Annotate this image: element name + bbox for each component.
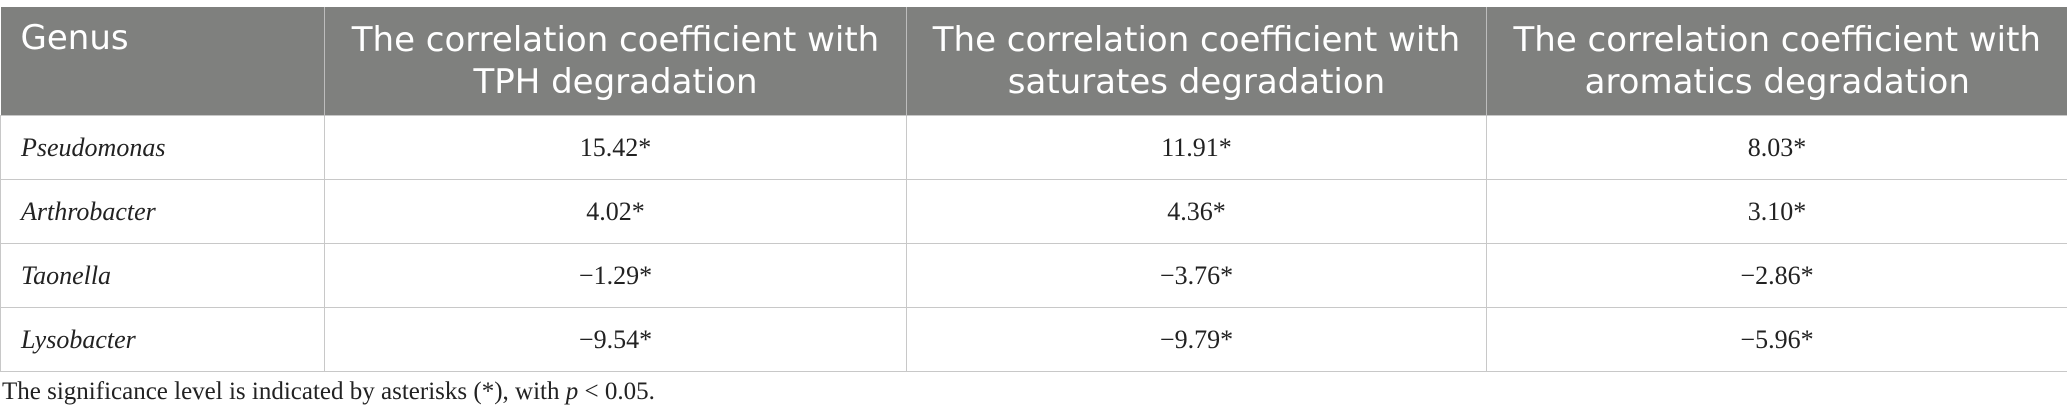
value-cell: 4.02* bbox=[324, 179, 907, 244]
value-cell: −3.76* bbox=[906, 243, 1487, 308]
table-body: Pseudomonas 15.42* 11.91* 8.03* Arthrobacter… bbox=[0, 115, 2067, 372]
footnote-p: p bbox=[565, 378, 579, 405]
value-cell: 15.42* bbox=[324, 115, 907, 180]
genus-cell: Arthrobacter bbox=[0, 179, 325, 244]
value-cell: 8.03* bbox=[1486, 115, 2067, 180]
footnote-text: < 0.05. bbox=[578, 378, 655, 405]
header-cell: Genus bbox=[0, 7, 325, 116]
genus-cell: Pseudomonas bbox=[0, 115, 325, 180]
table-row: Taonella −1.29* −3.76* −2.86* bbox=[0, 243, 2067, 308]
genus-cell: Lysobacter bbox=[0, 307, 325, 372]
value-cell: −2.86* bbox=[1486, 243, 2067, 308]
value-cell: 3.10* bbox=[1486, 179, 2067, 244]
value-cell: 4.36* bbox=[906, 179, 1487, 244]
table-row: Lysobacter −9.54* −9.79* −5.96* bbox=[0, 307, 2067, 372]
footnote: The significance level is indicated by a… bbox=[2, 378, 655, 406]
footnote-text: The significance level is indicated by a… bbox=[2, 378, 566, 405]
value-cell: −9.54* bbox=[324, 307, 907, 372]
value-cell: 11.91* bbox=[906, 115, 1487, 180]
header-row: Genus The correlation coefficient with TP… bbox=[0, 7, 2067, 116]
value-cell: −9.79* bbox=[906, 307, 1487, 372]
header-cell: The correlation coefficient with TPH deg… bbox=[324, 7, 907, 116]
table-row: Pseudomonas 15.42* 11.91* 8.03* bbox=[0, 115, 2067, 180]
value-cell: −5.96* bbox=[1486, 307, 2067, 372]
header-cell: The correlation coefficient with saturat… bbox=[906, 7, 1487, 116]
table-row: Arthrobacter 4.02* 4.36* 3.10* bbox=[0, 179, 2067, 244]
value-cell: −1.29* bbox=[324, 243, 907, 308]
genus-cell: Taonella bbox=[0, 243, 325, 308]
header-cell: The correlation coefficient with aromati… bbox=[1486, 7, 2067, 116]
data-table: Genus The correlation coefficient with TP… bbox=[0, 7, 2067, 372]
